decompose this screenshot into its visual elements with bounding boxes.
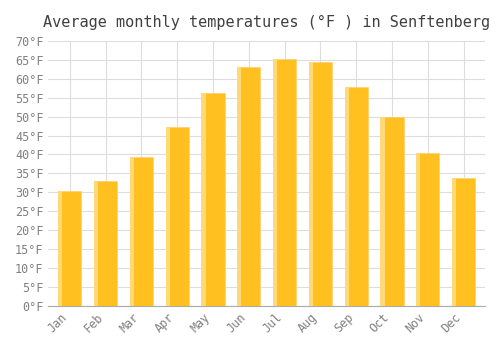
- Bar: [58, 191, 62, 306]
- Bar: [202, 93, 224, 306]
- Bar: [344, 87, 348, 306]
- Bar: [452, 178, 475, 306]
- Bar: [94, 181, 98, 306]
- Bar: [130, 157, 153, 306]
- Bar: [308, 62, 332, 306]
- Bar: [58, 191, 82, 306]
- Title: Average monthly temperatures (°F ) in Senftenberg: Average monthly temperatures (°F ) in Se…: [43, 15, 490, 30]
- Bar: [416, 153, 420, 306]
- Bar: [273, 59, 296, 306]
- Bar: [308, 62, 313, 306]
- Bar: [94, 181, 118, 306]
- Bar: [344, 87, 368, 306]
- Bar: [380, 117, 384, 306]
- Bar: [166, 127, 170, 306]
- Bar: [202, 93, 205, 306]
- Bar: [380, 117, 404, 306]
- Bar: [130, 157, 134, 306]
- Bar: [237, 68, 242, 306]
- Bar: [237, 68, 260, 306]
- Bar: [273, 59, 277, 306]
- Bar: [166, 127, 189, 306]
- Bar: [452, 178, 456, 306]
- Bar: [416, 153, 440, 306]
